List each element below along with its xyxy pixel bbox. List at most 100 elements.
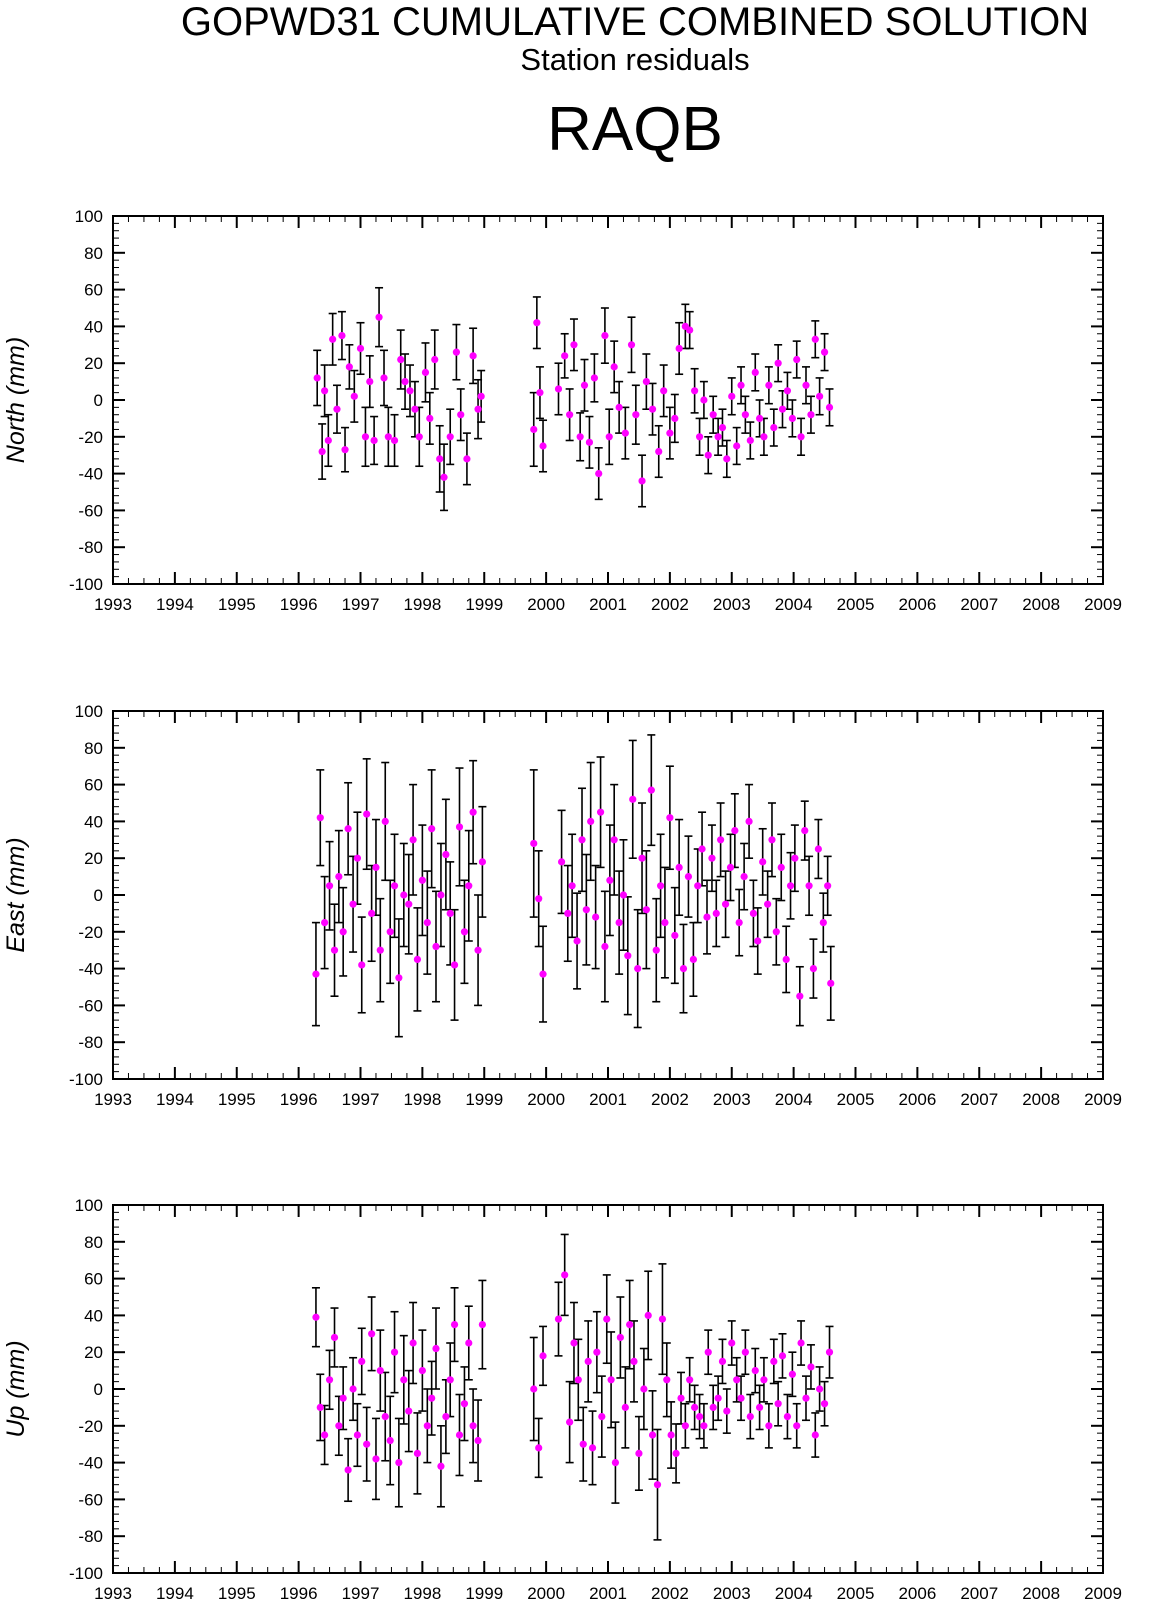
data-point [409, 1339, 417, 1347]
data-point [530, 1385, 538, 1393]
x-tick-label: 1995 [218, 1584, 256, 1603]
data-point [691, 387, 699, 395]
data-point [590, 374, 598, 382]
data-point [819, 919, 827, 927]
x-tick-label: 2000 [527, 1090, 565, 1109]
data-point [615, 403, 623, 411]
data-point [539, 970, 547, 978]
data-point [376, 1367, 384, 1375]
y-tick-label: 0 [94, 391, 103, 410]
data-point [746, 1413, 754, 1421]
data-point [460, 1400, 469, 1408]
data-point [363, 810, 371, 818]
data-point [426, 414, 434, 422]
data-point [584, 1357, 592, 1365]
data-point [390, 1348, 399, 1356]
data-point [568, 882, 576, 890]
y-tick-label: -40 [78, 465, 103, 484]
data-point [356, 344, 365, 353]
data-point [778, 1352, 787, 1360]
x-tick-label: 2001 [589, 1584, 627, 1603]
data-point [621, 429, 629, 437]
y-tick-label: -20 [78, 428, 103, 447]
data-point [339, 928, 347, 936]
data-point [593, 1348, 601, 1356]
data-point [418, 1367, 426, 1375]
data-point [370, 436, 378, 445]
data-point [801, 827, 809, 835]
data-point [469, 1422, 477, 1430]
data-point [619, 891, 628, 899]
data-point [723, 455, 731, 463]
data-point [677, 1394, 685, 1402]
data-point [611, 1459, 620, 1467]
data-point [409, 836, 417, 844]
data-point [349, 1385, 357, 1393]
data-point [709, 411, 717, 419]
data-point [627, 341, 636, 349]
x-tick-label: 2005 [837, 1090, 875, 1109]
x-tick-label: 2005 [837, 1584, 875, 1603]
data-point [329, 335, 337, 343]
y-tick-label: -60 [78, 501, 103, 520]
data-point [530, 425, 538, 434]
data-point [533, 319, 541, 327]
y-axis-title: Up (mm) [2, 1340, 30, 1437]
data-point [321, 1431, 329, 1439]
data-point [700, 396, 708, 404]
x-tick-label: 2003 [713, 1584, 751, 1603]
x-tick-label: 2002 [651, 595, 689, 614]
x-tick-label: 2008 [1022, 595, 1060, 614]
data-point [380, 374, 388, 382]
data-point [358, 961, 366, 969]
north-panel: 1993 1994 1995 1996 1997 1998 1999 2000 2001 2002… [2, 207, 1122, 614]
data-point [728, 392, 736, 400]
data-point [805, 882, 813, 890]
y-tick-label: 20 [84, 354, 103, 373]
data-point [428, 825, 436, 833]
data-point [437, 891, 445, 899]
data-point [349, 900, 357, 908]
data-point [405, 1407, 413, 1415]
data-point [704, 1348, 712, 1356]
data-point [793, 355, 801, 364]
data-point [478, 1321, 486, 1329]
data-point [442, 1413, 450, 1421]
data-point [708, 854, 716, 862]
data-point [474, 946, 482, 954]
data-point [428, 1394, 436, 1402]
data-point [376, 946, 384, 954]
y-axis-title: North (mm) [2, 337, 30, 463]
data-point [624, 952, 632, 960]
data-point [656, 882, 665, 890]
data-point [366, 378, 374, 386]
data-point [816, 1385, 824, 1393]
y-tick-label: -40 [78, 960, 103, 979]
data-point [578, 836, 586, 844]
data-point [788, 1370, 796, 1378]
data-point [607, 1376, 615, 1384]
data-point [718, 424, 727, 432]
data-point [421, 368, 430, 376]
data-point [344, 1466, 352, 1474]
data-point [375, 313, 383, 321]
data-point [372, 1455, 380, 1463]
data-point [386, 928, 394, 936]
data-point [477, 392, 485, 400]
data-point [335, 1422, 343, 1430]
data-point [760, 1376, 768, 1384]
data-point [751, 368, 759, 376]
data-point [333, 405, 341, 413]
data-point [689, 955, 697, 964]
y-tick-label: 80 [84, 244, 103, 263]
data-point [397, 355, 405, 364]
data-point [361, 433, 370, 441]
data-point [712, 909, 720, 918]
data-point [793, 1422, 801, 1430]
data-point [452, 348, 461, 356]
y-tick-label: -80 [78, 538, 103, 557]
data-point [446, 1376, 454, 1384]
x-tick-label: 2008 [1022, 1584, 1060, 1603]
data-point [714, 1394, 722, 1402]
